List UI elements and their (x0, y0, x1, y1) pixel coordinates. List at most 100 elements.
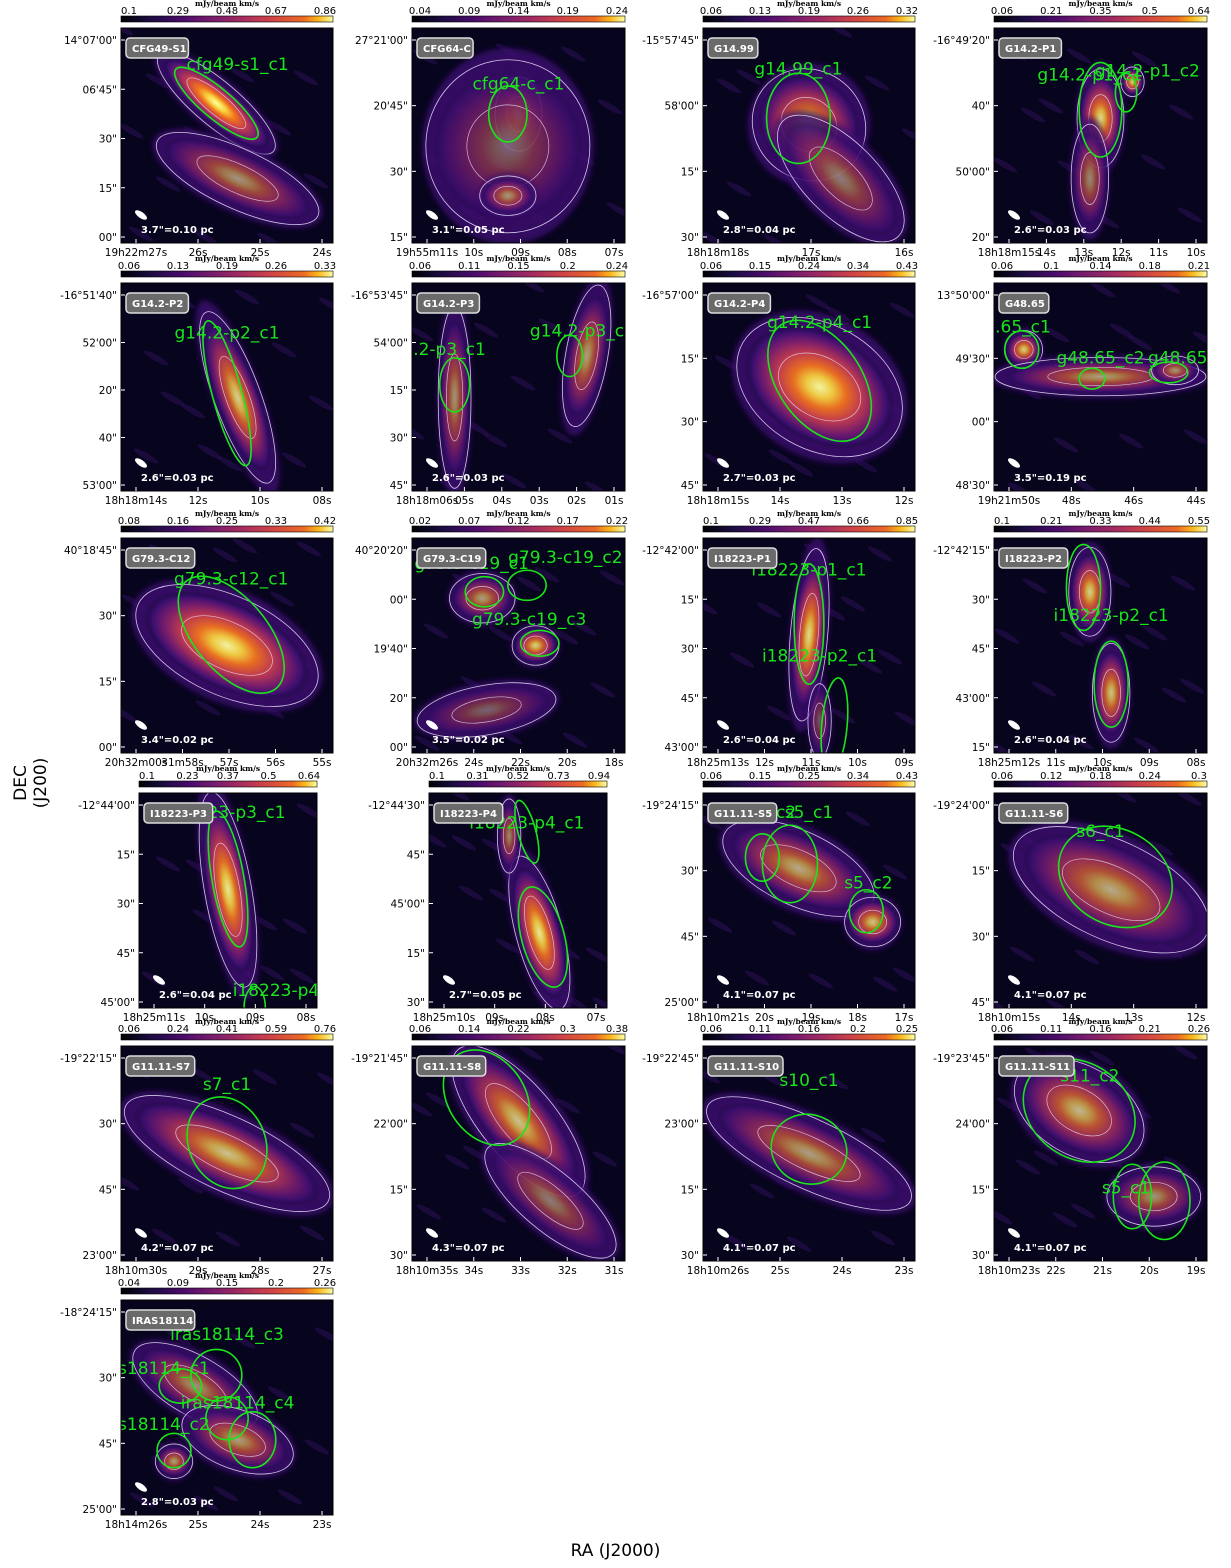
y-tick-label: 14°07'00" (64, 35, 117, 47)
colorbar-unit: mJy/beam km/s (486, 509, 550, 518)
noise-feature (1105, 572, 1131, 588)
x-tick-label: 57s (220, 757, 239, 769)
colorbar-tick: 0.21 (1188, 261, 1210, 272)
core-ellipse (1138, 1161, 1191, 1241)
svg-text:G11.11-S10: G11.11-S10 (714, 1062, 779, 1073)
colorbar: mJy/beam km/s 0.1 0.31 0.52 0.73 0.94 (428, 764, 610, 788)
core-ellipse (487, 85, 528, 143)
colorbar-gradient (411, 1033, 626, 1041)
x-tick-label: 18h18m15s (978, 247, 1040, 259)
colorbar-tick: 0.18 (1139, 261, 1161, 272)
panel-frame (993, 792, 1208, 1009)
colorbar-gradient (138, 780, 318, 788)
emission-feature (481, 1139, 620, 1261)
colorbar-tick: 0.43 (896, 771, 918, 782)
noise-feature (592, 1151, 618, 1167)
noise-feature (889, 302, 915, 318)
x-tick-label: 08s (558, 247, 577, 259)
core-label: g14.2-p3_c1 (381, 340, 486, 360)
colorbar-tick: 0.18 (1089, 771, 1111, 782)
noise-feature (1179, 678, 1205, 694)
core-label: s5_c1 (785, 803, 833, 823)
colorbar-tick: 0.33 (1089, 516, 1111, 527)
map-panel-g79.3-c12: mJy/beam km/s 0.08 0.16 0.25 0.33 0.42 g79.3-c… (64, 509, 336, 769)
contour (1120, 66, 1145, 97)
colorbar-tick: 0.11 (1040, 1024, 1062, 1035)
panel-name: CFG49-S1 (125, 37, 190, 59)
colorbar-tick: 0.14 (1089, 261, 1111, 272)
beam-ellipse (135, 458, 147, 468)
colorbar-tick: 0.1 (994, 516, 1010, 527)
y-tick-label: 30" (99, 611, 117, 623)
noise-feature (547, 428, 573, 444)
noise-feature (808, 973, 834, 989)
x-tick-label: 20h32m26s (396, 757, 458, 769)
noise-feature (160, 391, 186, 407)
core-ellipse (519, 629, 560, 658)
colorbar-tick: 0.11 (458, 261, 480, 272)
colorbar-unit: mJy/beam km/s (777, 764, 841, 773)
noise-feature (1089, 1050, 1115, 1066)
core-label: g79.3-c19_c3 (472, 610, 586, 630)
colorbar-tick: 0.14 (507, 6, 529, 17)
core-label: g48.65_c3 (1148, 349, 1231, 369)
contour (808, 146, 873, 211)
colorbar-tick: 0.06 (991, 6, 1013, 17)
y-tick-label: 25'00" (665, 997, 699, 1009)
contour (524, 895, 555, 970)
colorbar-tick: 0.19 (557, 6, 579, 17)
colorbar-tick: 0.06 (700, 6, 722, 17)
panel-frame (428, 792, 608, 1009)
noise-feature (271, 342, 297, 358)
noise-feature (560, 46, 586, 62)
x-tick-label: 27s (313, 1265, 332, 1277)
colorbar-gradient (993, 1033, 1208, 1041)
x-tick-label: 34s (464, 1265, 483, 1277)
panel-frame (993, 282, 1208, 492)
colorbar-tick: 0.73 (547, 771, 569, 782)
x-tick-label: 09s (485, 1012, 504, 1024)
noise-feature (825, 306, 851, 322)
noise-feature (805, 294, 831, 310)
x-tick-label: 25s (189, 1519, 208, 1531)
y-tick-label: -19°24'00" (933, 800, 990, 812)
y-tick-label: 30" (390, 433, 408, 445)
emission-feature (179, 1401, 297, 1478)
x-tick-label: 46s (1124, 495, 1143, 507)
noise-feature (1046, 999, 1072, 1008)
core-label: cfg64-c_c1 (473, 74, 565, 94)
core-ellipse (205, 1395, 250, 1441)
contour (493, 185, 523, 206)
y-tick-label: -12°44'30" (368, 800, 425, 812)
contour (496, 798, 522, 874)
noise-feature (217, 456, 243, 472)
x-tick-label: 18s (605, 757, 624, 769)
colorbar-unit: mJy/beam km/s (1068, 0, 1132, 8)
beam-ellipse (717, 210, 729, 220)
x-tick-label: 14s (1062, 1012, 1081, 1024)
noise-feature (267, 1386, 293, 1402)
noise-feature (423, 623, 449, 639)
colorbar-tick: 0.24 (606, 6, 628, 17)
y-tick-label: 27°21'00" (355, 35, 408, 47)
x-tick-label: 09s (1140, 757, 1159, 769)
core-label: iras18114_c3 (170, 1325, 284, 1345)
y-tick-label: 23'00" (665, 1119, 699, 1131)
y-tick-label: 00" (99, 232, 117, 244)
y-tick-label: -12°42'15" (933, 545, 990, 557)
x-tick-label: 48s (1062, 495, 1081, 507)
noise-feature (473, 322, 499, 338)
noise-feature (215, 1231, 241, 1247)
noise-feature (872, 976, 898, 992)
noise-feature (193, 1495, 219, 1511)
svg-text:G14.2-P3: G14.2-P3 (423, 299, 474, 310)
x-tick-label: 13s (1074, 247, 1093, 259)
noise-feature (840, 596, 866, 612)
y-tick-label: -16°57'00" (642, 290, 699, 302)
panel-frame (120, 537, 334, 754)
y-tick-label: 25'00" (83, 1504, 117, 1516)
noise-feature (121, 1175, 140, 1191)
